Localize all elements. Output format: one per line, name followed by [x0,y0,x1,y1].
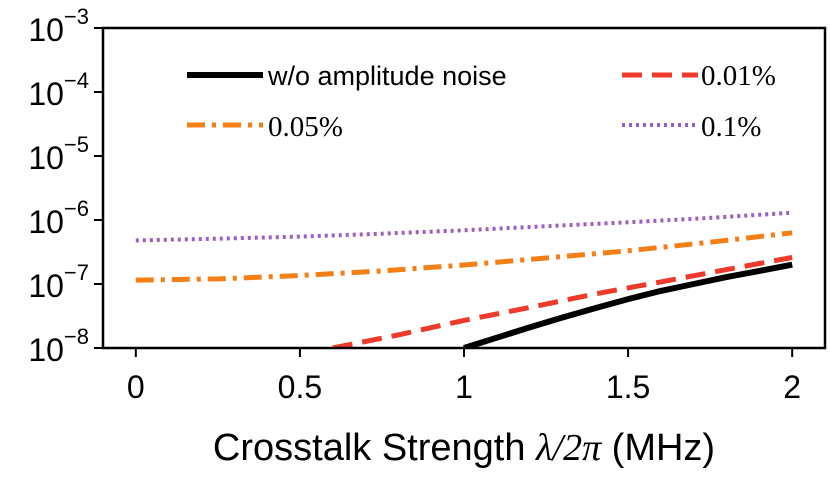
legend: w/o amplitude noise 0.01% 0.05% 0.1% [187,60,776,143]
x-axis-label: Crosstalk Strength λ/2π (MHz) [213,427,715,469]
y-tick-label: 10−8 [28,324,89,368]
legend-label-1: 0.01% [701,60,776,92]
legend-label-0: w/o amplitude noise [267,61,507,91]
series-line-1 [332,254,793,348]
y-tick-label: 10−5 [28,132,89,176]
x-tick-label: 1.5 [606,369,650,405]
y-tick-label: 10−6 [28,196,89,240]
x-tick-label: 0.5 [278,369,322,405]
x-tick-label: 1 [455,369,473,405]
series-line-3 [135,210,793,243]
x-tick-label: 2 [783,369,801,405]
tick-layer: 0 0.5 1 1.5 2 10−8 10−7 10−6 10−5 10−4 10−3 [28,4,801,405]
series-layer [135,210,793,348]
series-line-2 [135,230,793,283]
series-line-0 [463,261,793,348]
legend-label-2: 0.05% [268,111,343,143]
legend-label-3: 0.1% [701,111,761,143]
x-tick-label: 0 [127,369,145,405]
y-tick-label: 10−3 [28,4,89,48]
y-tick-label: 10−4 [28,68,89,112]
y-tick-label: 10−7 [28,260,89,304]
